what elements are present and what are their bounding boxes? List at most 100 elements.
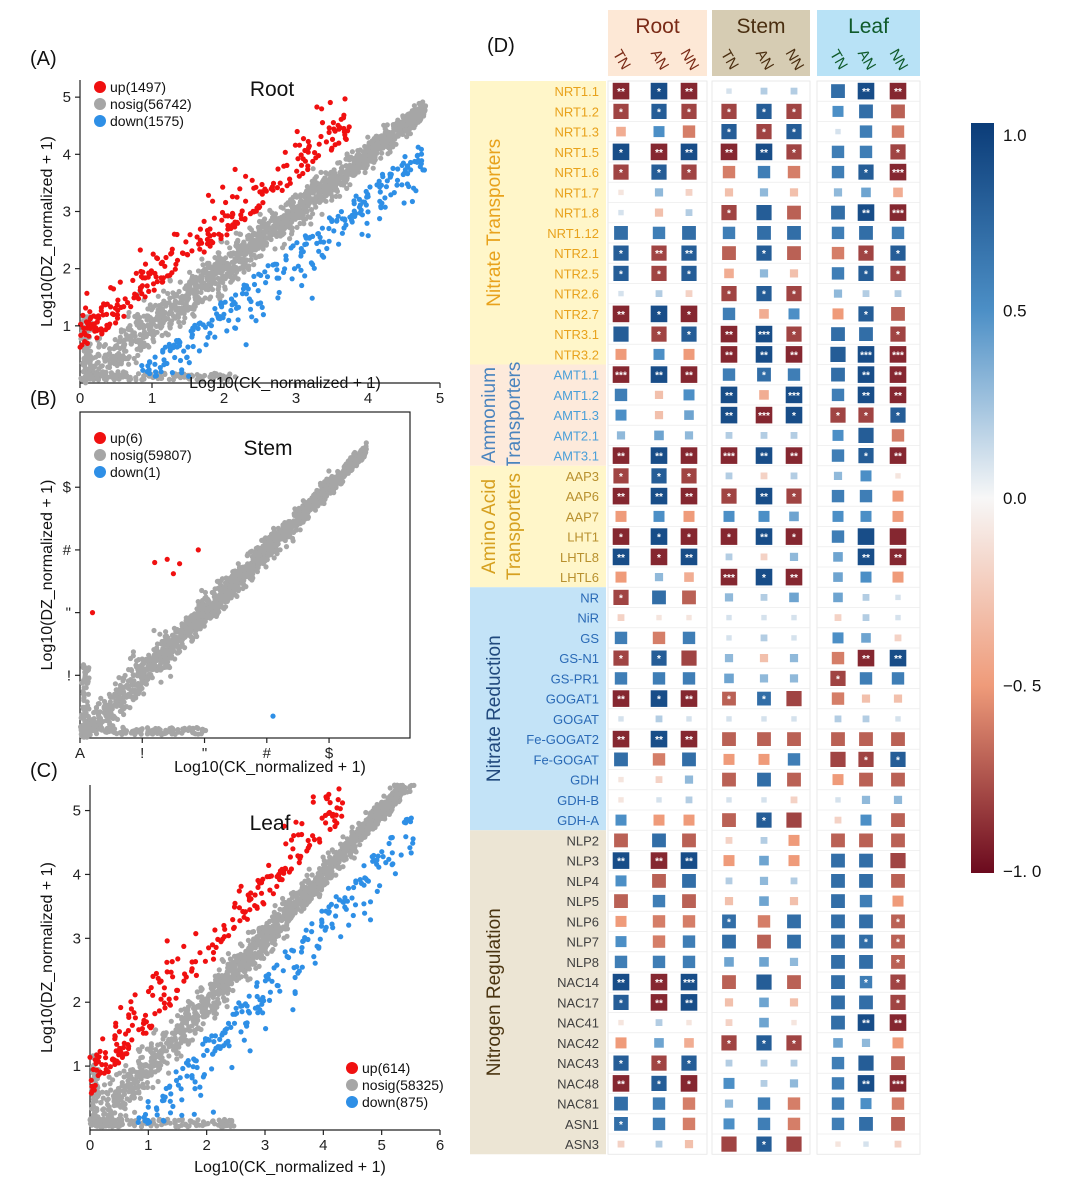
- nosig-point: [369, 152, 375, 158]
- down-point: [152, 354, 158, 360]
- nosig-point: [330, 182, 336, 188]
- nosig-point: [409, 108, 415, 114]
- nosig-point: [313, 174, 319, 180]
- nosig-point: [283, 544, 290, 550]
- x-tick-label: 5: [436, 390, 444, 407]
- nosig-point: [199, 276, 205, 282]
- nosig-point: [272, 246, 278, 252]
- up-point: [82, 338, 88, 345]
- down-point: [275, 295, 281, 301]
- nosig-point: [194, 285, 200, 291]
- nosig-point: [271, 228, 277, 234]
- nosig-point: [276, 215, 282, 221]
- x-tick-label: 4: [364, 390, 372, 407]
- nosig-point: [101, 343, 107, 349]
- nosig-point: [171, 648, 177, 654]
- down-point: [289, 276, 295, 282]
- x-axis-label: Log10(CK_normalized + 1): [174, 759, 366, 776]
- nosig-point: [190, 289, 196, 295]
- nosig-point: [323, 198, 329, 204]
- nosig-point: [221, 998, 228, 1004]
- nosig-point: [224, 1004, 230, 1010]
- nosig-point: [338, 174, 344, 181]
- nosig-point: [317, 181, 323, 187]
- nosig-point: [181, 319, 187, 325]
- up-point: [274, 185, 280, 191]
- nosig-point: [195, 725, 201, 732]
- nosig-point: [123, 348, 129, 354]
- nosig-point: [308, 221, 314, 227]
- up-point: [138, 273, 144, 280]
- nosig-point: [131, 728, 137, 734]
- up-point: [336, 140, 342, 146]
- up-point: [305, 166, 311, 173]
- y-axis-label: Log10(DZ_normalized + 1): [39, 480, 56, 671]
- nosig-point: [82, 669, 88, 675]
- nosig-point: [305, 515, 311, 521]
- nosig-point: [222, 286, 228, 292]
- nosig-point: [232, 568, 238, 574]
- up-point: [223, 199, 229, 206]
- nosig-point: [162, 638, 168, 644]
- nosig-point: [260, 537, 266, 543]
- nosig-point: [346, 457, 353, 463]
- up-point: [189, 248, 195, 254]
- nosig-point: [349, 149, 355, 155]
- up-point: [184, 251, 190, 258]
- up-point: [314, 104, 320, 110]
- nosig-point: [177, 323, 183, 329]
- nosig-point: [165, 332, 171, 338]
- nosig-point: [104, 729, 110, 735]
- x-axis-label: Log10(CK_normalized + 1): [189, 375, 381, 392]
- nosig-point: [235, 276, 241, 282]
- down-point: [317, 234, 323, 240]
- down-point: [175, 344, 181, 350]
- nosig-point: [214, 596, 220, 602]
- nosig-point: [195, 294, 201, 300]
- nosig-point: [298, 512, 304, 518]
- down-point: [179, 370, 185, 376]
- nosig-point: [334, 188, 340, 194]
- down-point: [359, 231, 365, 237]
- up-point: [77, 344, 83, 350]
- down-point: [311, 265, 317, 271]
- up-point: [230, 211, 236, 217]
- nosig-point: [308, 207, 315, 213]
- nosig-point: [123, 694, 129, 700]
- nosig-point: [135, 1047, 141, 1053]
- nosig-point: [176, 300, 183, 306]
- up-point: [330, 120, 336, 126]
- up-point: [95, 313, 101, 319]
- nosig-point: [357, 147, 363, 153]
- up-point: [159, 279, 165, 285]
- legend-label-down: down(1): [110, 464, 161, 480]
- down-point: [221, 311, 227, 317]
- up-point: [329, 136, 336, 142]
- up-point: [101, 301, 107, 307]
- nosig-point: [141, 343, 147, 349]
- up-point: [197, 246, 203, 252]
- nosig-point: [114, 697, 120, 703]
- nosig-point: [103, 372, 109, 378]
- nosig-point: [282, 533, 288, 539]
- legend: up(1497)nosig(56742)down(1575): [94, 79, 192, 129]
- up-point: [329, 145, 335, 151]
- nosig-point: [140, 376, 146, 382]
- nosig-point: [198, 612, 204, 619]
- up-point: [78, 322, 84, 328]
- nosig-point: [177, 279, 183, 285]
- nosig-point: [195, 268, 202, 274]
- nosig-point: [96, 701, 102, 707]
- nosig-point: [357, 165, 363, 171]
- nosig-point: [123, 1063, 129, 1069]
- up-point: [151, 287, 157, 293]
- nosig-point: [93, 728, 99, 734]
- nosig-point: [244, 553, 250, 559]
- nosig-point: [161, 298, 167, 304]
- up-point: [133, 270, 139, 276]
- down-point: [228, 296, 235, 302]
- nosig-point: [236, 231, 243, 237]
- nosig-point: [240, 585, 246, 592]
- nosig-point: [87, 353, 94, 359]
